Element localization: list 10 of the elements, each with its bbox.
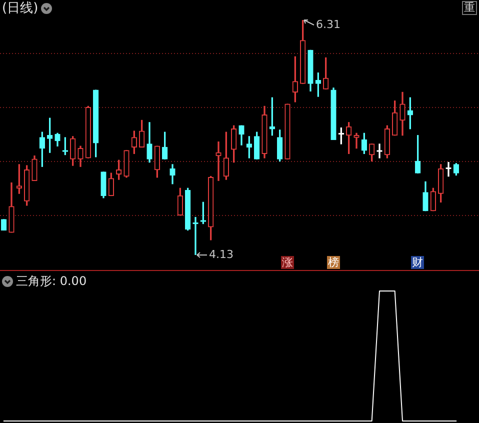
text: 榜 <box>327 256 340 269</box>
annotation: 6.31 <box>316 18 340 31</box>
text: 财 <box>411 256 424 269</box>
chart-title: 三角形: 0.00 <box>16 274 87 289</box>
annotation: 4.13 <box>209 248 234 261</box>
candlestick <box>376 144 382 158</box>
candlestick <box>354 132 360 149</box>
text: 重 <box>462 1 477 15</box>
chart-title: (日线) <box>2 1 38 16</box>
text: 涨 <box>281 256 294 269</box>
